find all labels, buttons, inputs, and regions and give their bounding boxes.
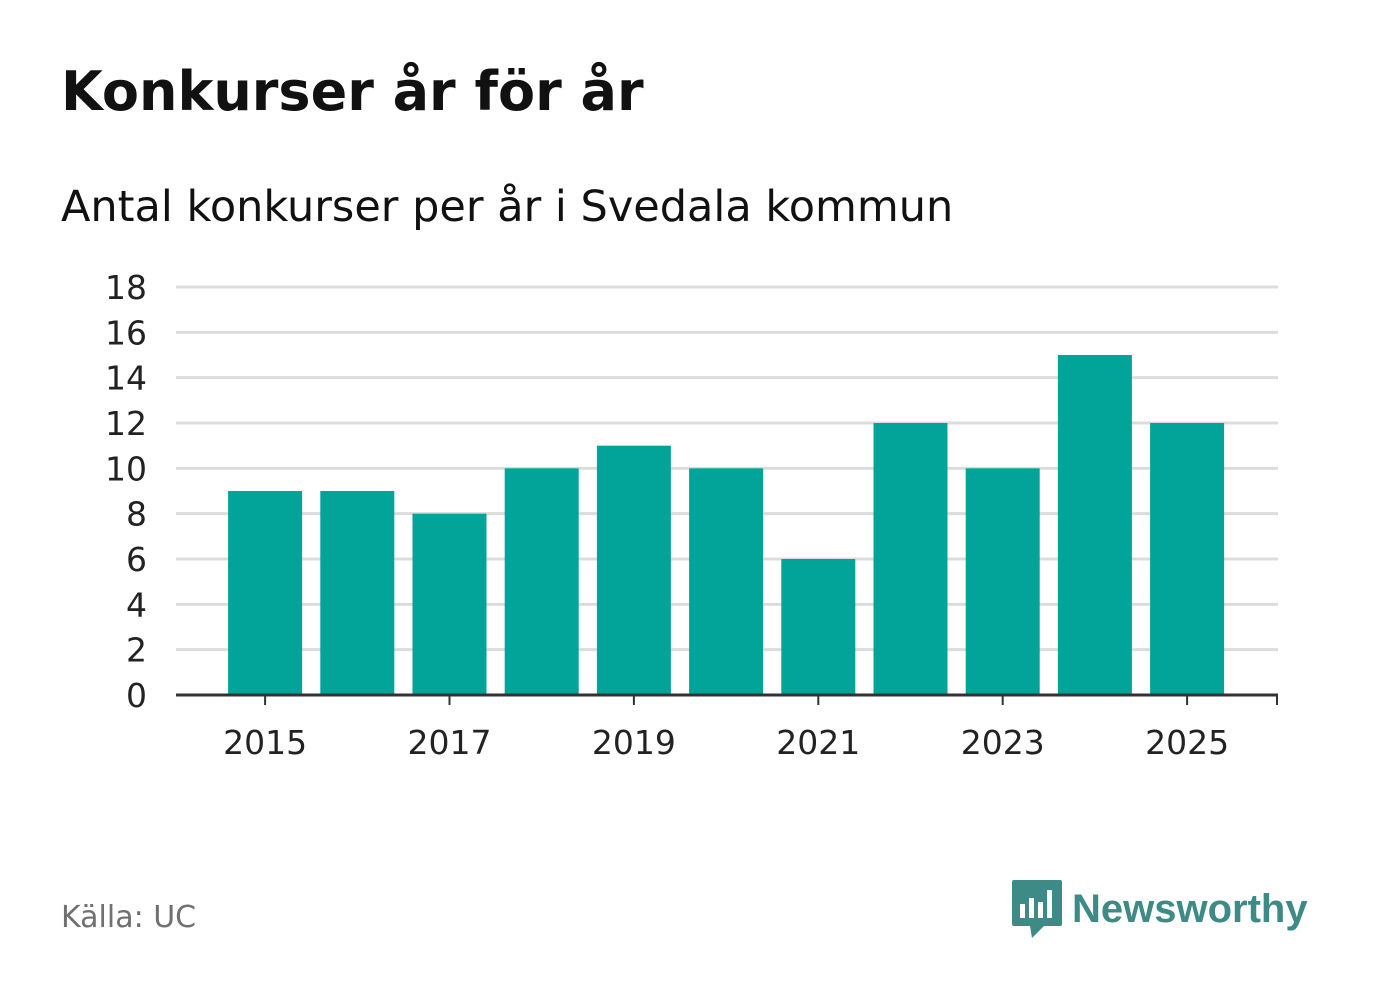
y-tick-label: 14 (105, 359, 147, 398)
y-tick-label: 0 (126, 676, 147, 715)
bar-2015 (228, 491, 303, 695)
chart-title: Konkurser år för år (61, 60, 644, 123)
chart-subtitle: Antal konkurser per år i Svedala kommun (61, 182, 954, 232)
y-tick-label: 4 (126, 585, 147, 624)
y-tick-label: 10 (105, 449, 147, 488)
bar-2025 (1150, 423, 1225, 695)
x-tick-label: 2023 (961, 723, 1045, 762)
x-tick-label: 2025 (1145, 723, 1229, 762)
bar-2018 (504, 468, 579, 695)
y-tick-label: 18 (105, 268, 147, 307)
brand-logo: Newsworthy (1010, 878, 1308, 940)
bar-2016 (320, 491, 395, 695)
y-tick-label: 6 (126, 540, 147, 579)
bar-2019 (596, 445, 671, 695)
x-tick-label: 2021 (776, 723, 860, 762)
y-tick-label: 8 (126, 495, 147, 534)
bar-2021 (781, 559, 856, 695)
bar-2020 (689, 468, 764, 695)
tick-labels: 0 2 4 6 8 10 12 14 16 18 2015 2017 2019 2021 2023 2025 (105, 268, 1229, 762)
y-tick-label: 12 (105, 404, 147, 443)
axes (176, 693, 1278, 705)
bar-2024 (1057, 355, 1132, 695)
x-tick-label: 2015 (223, 723, 307, 762)
bar-chart-logo-icon (1012, 880, 1062, 938)
bars (228, 355, 1225, 695)
source-note: Källa: UC (61, 900, 197, 935)
bar-2022 (873, 423, 948, 695)
bar-chart: 0 2 4 6 8 10 12 14 16 18 2015 2017 2019 2021 2023 2025 (105, 268, 1278, 762)
brand-name: Newsworthy (1072, 886, 1308, 931)
bar-2017 (412, 513, 487, 695)
x-tick-label: 2019 (592, 723, 676, 762)
y-tick-label: 2 (126, 631, 147, 670)
x-tick-label: 2017 (408, 723, 492, 762)
bar-2023 (965, 468, 1040, 695)
y-tick-label: 16 (105, 313, 147, 352)
